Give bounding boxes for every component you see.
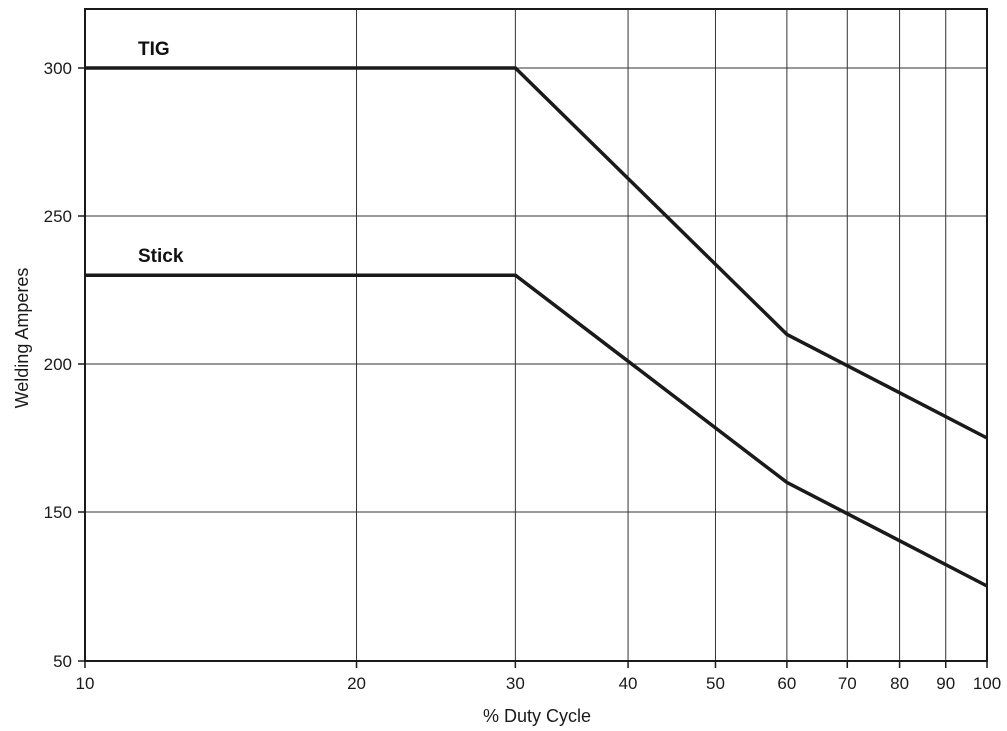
y-tick-label: 150 xyxy=(44,503,72,522)
series-label-tig: TIG xyxy=(138,39,170,60)
x-tick-label: 50 xyxy=(706,674,725,693)
series-line-tig xyxy=(85,66,988,440)
plot-border xyxy=(84,8,988,662)
x-tick-label: 20 xyxy=(347,674,366,693)
x-tick-label: 40 xyxy=(619,674,638,693)
x-tick-label: 30 xyxy=(506,674,525,693)
y-tick-labels: 50 150 200 250 300 xyxy=(44,59,72,671)
x-tick-label: 10 xyxy=(76,674,95,693)
y-axis-title: Welding Amperes xyxy=(12,268,32,409)
y-tick-label: 50 xyxy=(53,652,72,671)
x-tick-label: 80 xyxy=(890,674,909,693)
y-tick-label: 250 xyxy=(44,207,72,226)
plot-frame xyxy=(78,8,988,668)
x-tick-label: 90 xyxy=(936,674,955,693)
x-tick-label: 60 xyxy=(777,674,796,693)
series-line-stick xyxy=(85,273,988,588)
series-label-stick: Stick xyxy=(138,246,184,267)
x-tick-label: 70 xyxy=(838,674,857,693)
y-tick-label: 200 xyxy=(44,355,72,374)
grid xyxy=(84,9,988,661)
x-tick-label: 100 xyxy=(973,674,1001,693)
series-lines: TIG Stick xyxy=(85,39,988,588)
x-axis-title: % Duty Cycle xyxy=(483,706,591,726)
x-tick-labels: 10 20 30 40 50 60 70 80 90 100 xyxy=(76,674,1002,693)
y-tick-label: 300 xyxy=(44,59,72,78)
